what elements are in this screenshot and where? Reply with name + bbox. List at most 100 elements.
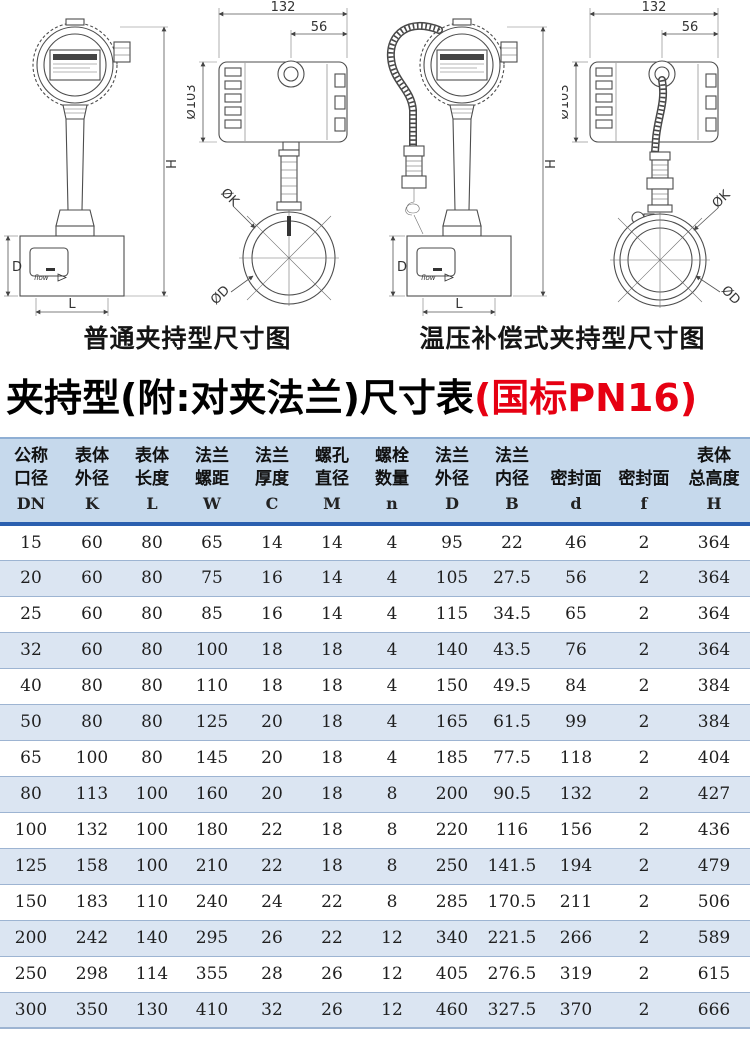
table-header-cell: 法兰 内径 B (482, 438, 542, 526)
table-header: 公称 口径 DN 表体 外径 K 表体 长度 L 法兰 螺距 W 法兰 厚度 C 螺孔 直径 M 螺栓 数量 n 法兰 外径… (0, 438, 750, 526)
table-cell: 150 (435, 676, 469, 696)
table-cell: 410 (195, 999, 229, 1020)
table-cell: 436 (697, 820, 731, 840)
table-cell: 100 (14, 820, 48, 840)
meter-body: flow (406, 235, 512, 297)
table-row: 300 350 130 410 32 26 12 460 327.5 370 2 666 (0, 992, 750, 1028)
table-cell: 240 (195, 892, 229, 912)
page-title-highlight: (国标PN16) (473, 376, 698, 420)
table-cell: 60 (81, 640, 103, 660)
table-cell: 130 (135, 999, 169, 1020)
table-cell: 158 (75, 856, 109, 876)
compensation-hose (386, 22, 443, 235)
table-cell: 115 (435, 604, 469, 624)
table-cell: 90.5 (493, 784, 531, 804)
table-cell: 40 (20, 676, 42, 696)
table-cell: 28 (261, 964, 283, 984)
table-cell: 100 (195, 640, 229, 660)
compensation-hose (651, 76, 668, 156)
table-cell: 15 (20, 532, 42, 553)
table-cell: 8 (386, 892, 398, 912)
table-cell: 183 (75, 892, 109, 912)
table-cell: 210 (195, 856, 229, 876)
table-cell: 100 (135, 784, 169, 804)
table-cell: 65 (565, 604, 587, 624)
table-header-cell: 表体 总高度 H (678, 438, 750, 526)
table-cell: 65 (201, 532, 223, 553)
table-cell: 80 (81, 712, 103, 732)
table-cell: 8 (386, 820, 398, 840)
table-cell: 99 (565, 712, 587, 732)
table-cell: 165 (435, 712, 469, 732)
table-cell: 295 (195, 928, 229, 948)
table-cell: 194 (559, 856, 593, 876)
table-header-cell: 法兰 螺距 W (182, 438, 242, 526)
front-view-normal-drawing: H (4, 18, 180, 316)
table-cell: 110 (135, 892, 169, 912)
dim-housing-dia-label: Ø103 (187, 84, 199, 119)
table-cell: 22 (501, 532, 523, 553)
table-cell: 80 (141, 604, 163, 624)
table-cell: 18 (321, 712, 343, 732)
table-cell: 80 (141, 640, 163, 660)
side-view-normal-drawing: 132 56 (187, 0, 348, 308)
table-cell: 160 (195, 784, 229, 804)
table-cell: 113 (75, 784, 109, 804)
table-cell: 20 (20, 568, 42, 588)
table-cell: 340 (435, 928, 469, 948)
table-row: 20 60 80 75 16 14 4 105 27.5 56 2 364 (0, 560, 750, 596)
table-cell: 14 (321, 604, 343, 624)
table-cell: 12 (381, 999, 403, 1020)
table-cell: 100 (75, 748, 109, 768)
table-cell: 85 (201, 604, 223, 624)
table-cell: 18 (321, 748, 343, 768)
table-cell: 4 (386, 676, 398, 696)
table-cell: 18 (321, 856, 343, 876)
table-header-row: 公称 口径 DN 表体 外径 K 表体 长度 L 法兰 螺距 W 法兰 厚度 C 螺孔 直径 M 螺栓 数量 n 法兰 外径… (0, 438, 750, 526)
transmitter-head (32, 18, 131, 108)
table-cell: 384 (697, 712, 731, 732)
table-header-cell: 密封面 f (610, 438, 678, 526)
wafer-flange (239, 210, 339, 306)
table-cell: 43.5 (493, 640, 531, 660)
table-cell: 221.5 (487, 928, 537, 948)
table-cell: 211 (559, 892, 593, 912)
table-cell: 589 (697, 928, 731, 948)
table-cell: 60 (81, 532, 103, 553)
table-row: 80 113 100 160 20 18 8 200 90.5 132 2 427 (0, 776, 750, 812)
page-title: 夹持型(附:对夹法兰)尺寸表(国标PN16) (0, 360, 750, 437)
table-cell: 14 (321, 568, 343, 588)
table-cell: 350 (75, 999, 109, 1020)
dim-height-label: H (165, 159, 180, 169)
table-cell: 615 (697, 964, 731, 984)
table-cell: 2 (638, 604, 650, 624)
table-cell: 2 (638, 964, 650, 984)
table-cell: 506 (697, 892, 731, 912)
figure-normal-clamp: H (0, 0, 375, 360)
dim-top-width-label: 132 (271, 0, 296, 15)
table-cell: 18 (321, 784, 343, 804)
table-cell: 75 (201, 568, 223, 588)
table-cell: 479 (697, 856, 731, 876)
table-cell: 250 (14, 964, 48, 984)
table-cell: 2 (638, 532, 650, 553)
table-cell: 80 (141, 712, 163, 732)
meter-neck (55, 104, 95, 237)
table-cell: 60 (81, 568, 103, 588)
table-cell: 12 (381, 928, 403, 948)
table-cell: 20 (261, 784, 283, 804)
table-cell: 25 (20, 604, 42, 624)
table-row: 40 80 80 110 18 18 4 150 49.5 84 2 384 (0, 668, 750, 704)
table-cell: 666 (697, 999, 731, 1020)
neck-side (631, 151, 674, 225)
table-cell: 140 (135, 928, 169, 948)
table-row: 65 100 80 145 20 18 4 185 77.5 118 2 404 (0, 740, 750, 776)
table-cell: 141.5 (487, 856, 537, 876)
table-cell: 16 (261, 568, 283, 588)
table-cell: 200 (435, 784, 469, 804)
table-cell: 56 (565, 568, 587, 588)
table-cell: 125 (195, 712, 229, 732)
table-cell: 276.5 (487, 964, 537, 984)
table-body: 15 60 80 65 14 14 4 95 22 46 2 364 20 60 80 75 16 14 4 105 2… (0, 524, 750, 1028)
dim-body-length-label: L (68, 297, 76, 312)
